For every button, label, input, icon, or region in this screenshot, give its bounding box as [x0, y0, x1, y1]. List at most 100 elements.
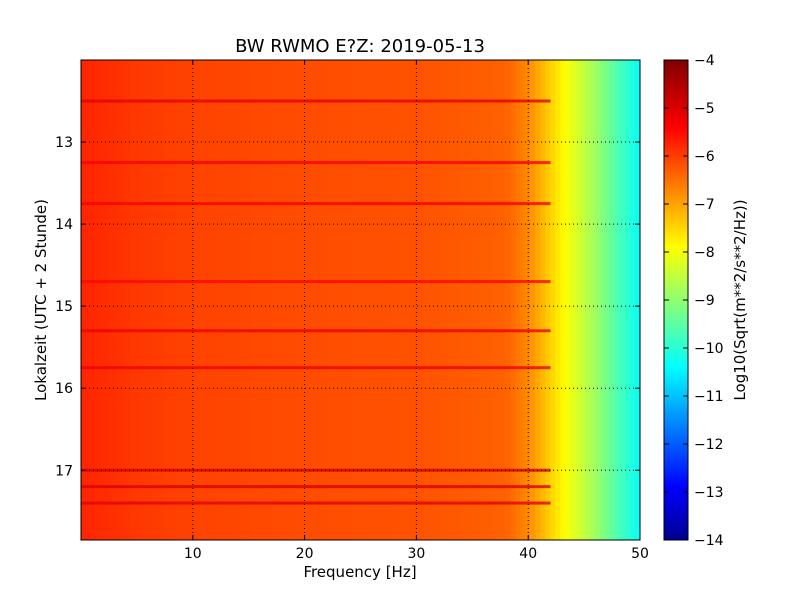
heatmap-cell: [515, 60, 521, 540]
heatmap-cell: [100, 60, 107, 540]
heatmap-cell: [110, 60, 117, 540]
heatmap-cell: [445, 60, 451, 540]
heatmap-cell: [590, 60, 596, 540]
colorbar-tick-label: −14: [694, 533, 724, 549]
colorbar-tick-label: −5: [694, 101, 715, 117]
colorbar-tick-label: −12: [694, 437, 724, 453]
heatmap-cell: [570, 60, 576, 540]
heatmap-cell: [480, 60, 486, 540]
heatmap-cell: [125, 60, 132, 540]
colorbar-tick-label: −6: [694, 149, 715, 165]
grid-lines: [81, 60, 640, 540]
heatmap-cell: [225, 60, 232, 540]
heatmap-cell: [190, 60, 197, 540]
x-tick-label: 50: [631, 546, 649, 562]
colorbar-label: Log10(Sqrt(m**2/s**2/Hz)): [731, 199, 749, 400]
heatmap-cell: [120, 60, 127, 540]
heatmap-cell: [580, 60, 586, 540]
heatmap-cell: [435, 60, 441, 540]
heatmap-cell: [360, 60, 367, 540]
heatmap-cell: [595, 60, 601, 540]
heatmap-cell: [540, 60, 546, 540]
colorbar-tick-label: −11: [694, 389, 724, 405]
heatmap-cell: [85, 60, 92, 540]
heatmap-cell: [620, 60, 626, 540]
heatmap-cell: [175, 60, 182, 540]
heatmap-cell: [140, 60, 147, 540]
x-axis-label: Frequency [Hz]: [303, 563, 416, 581]
heatmap-cell: [81, 60, 87, 540]
y-tick-label: 16: [55, 381, 73, 397]
heatmap-cell: [255, 60, 262, 540]
heatmap-cell: [510, 60, 516, 540]
heatmap-cell: [550, 60, 556, 540]
heatmap-cell: [265, 60, 272, 540]
heatmap-cell: [545, 60, 551, 540]
heatmap-cell: [440, 60, 446, 540]
heatmap-band: [81, 161, 551, 165]
y-tick-label: 17: [55, 463, 73, 479]
chart-title: BW RWMO E?Z: 2019-05-13: [235, 36, 485, 57]
heatmap-cell: [180, 60, 187, 540]
heatmap-cell: [375, 60, 382, 540]
heatmap-cell: [415, 60, 421, 540]
x-tick-label: 10: [184, 546, 202, 562]
heatmap-cell: [165, 60, 172, 540]
heatmap-cell: [555, 60, 561, 540]
plot-frame: [80, 59, 641, 541]
heatmap-cell: [350, 60, 357, 540]
x-tick-label: 40: [519, 546, 537, 562]
heatmap-cell: [625, 60, 631, 540]
heatmap-cell: [380, 60, 387, 540]
heatmap-cell: [430, 60, 436, 540]
colorbar-tick-label: −7: [694, 197, 715, 213]
heatmap-cell: [325, 60, 332, 540]
heatmap-cell: [615, 60, 621, 540]
heatmap-cell: [600, 60, 606, 540]
heatmap-band: [81, 485, 551, 489]
heatmap-cell: [285, 60, 292, 540]
heatmap-cell: [145, 60, 152, 540]
x-tick-label: 30: [407, 546, 425, 562]
heatmap-cell: [250, 60, 257, 540]
heatmap-cell: [355, 60, 362, 540]
heatmap-cell: [150, 60, 157, 540]
y-tick-label: 15: [55, 299, 73, 315]
x-tick-label: 20: [296, 546, 314, 562]
heatmap-cell: [520, 60, 526, 540]
heatmap-cell: [530, 60, 536, 540]
y-tick-label: 13: [55, 135, 73, 151]
plot-area: 10 20 30 40 50 13 14 15 16 17: [55, 59, 649, 562]
heatmap-band: [81, 468, 551, 472]
heatmap-cell: [195, 60, 202, 540]
heatmap-cell: [270, 60, 277, 540]
heatmap-band: [81, 329, 551, 333]
x-axis-ticks: 10 20 30 40 50: [184, 60, 649, 562]
heatmap-cell: [475, 60, 481, 540]
heatmap-cell: [610, 60, 616, 540]
heatmap-cell: [635, 60, 640, 540]
heatmap-cell: [605, 60, 611, 540]
heatmap-cell: [230, 60, 237, 540]
heatmap-cell: [320, 60, 327, 540]
heatmap-cell: [155, 60, 162, 540]
heatmap-cell: [560, 60, 566, 540]
heatmap-cell: [115, 60, 122, 540]
heatmap-cell: [335, 60, 342, 540]
heatmap-cell: [210, 60, 217, 540]
heatmap-cell: [295, 60, 302, 540]
heatmap-cell: [390, 60, 397, 540]
y-axis-label: Lokalzeit (UTC + 2 Stunde): [32, 199, 50, 401]
heatmap-cell: [310, 60, 317, 540]
heatmap-cell: [105, 60, 112, 540]
heatmap-cell: [130, 60, 137, 540]
heatmap-cell: [370, 60, 377, 540]
heatmap-band: [81, 99, 551, 103]
heatmap-cell: [400, 60, 407, 540]
heatmap-cell: [235, 60, 242, 540]
heatmap-cell: [425, 60, 431, 540]
heatmap-cell: [345, 60, 352, 540]
y-tick-label: 14: [55, 217, 73, 233]
heatmap-cell: [200, 60, 207, 540]
